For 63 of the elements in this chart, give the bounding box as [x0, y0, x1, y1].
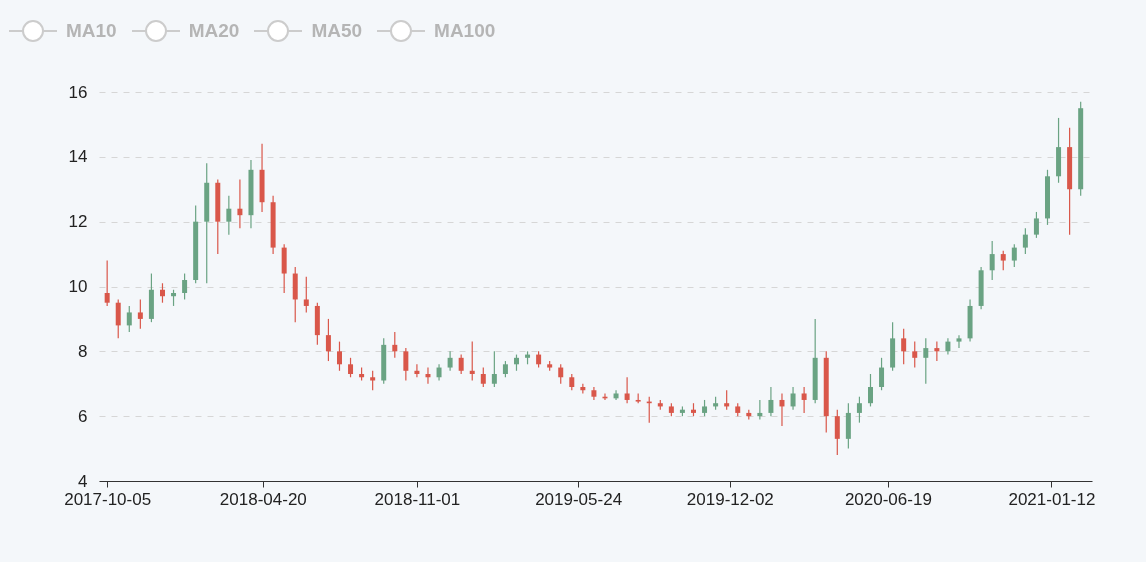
- candlestick: [237, 178, 243, 229]
- candlestick: [348, 357, 354, 378]
- candlestick: [934, 341, 940, 362]
- text: MA50: [311, 20, 363, 42]
- candlestick: [768, 386, 774, 417]
- candlestick: [303, 276, 309, 314]
- candlestick: [956, 334, 962, 349]
- y-tick-label: 8: [78, 341, 88, 361]
- candlestick: [425, 366, 431, 385]
- candlestick: [1000, 250, 1006, 271]
- candlestick: [834, 409, 840, 456]
- y-tick-label: 12: [68, 212, 88, 232]
- candlestick: [447, 350, 453, 372]
- y-tick-label: 6: [78, 406, 88, 426]
- candlestick: [137, 298, 143, 330]
- candlestick: [901, 328, 907, 365]
- candlestick: [325, 318, 331, 362]
- candlestick: [779, 392, 785, 427]
- x-tick-label: 2018-11-01: [374, 489, 461, 509]
- candlestick: [491, 350, 497, 388]
- candlestick: [159, 282, 165, 304]
- x-tick-label: 2019-12-02: [686, 489, 774, 509]
- candlestick: [469, 341, 475, 382]
- candlestick: [182, 272, 188, 301]
- candlestick: [580, 383, 586, 395]
- candlestick: [558, 363, 564, 385]
- candlestick: [1011, 243, 1017, 268]
- x-tick-label: 2021-01-12: [1008, 489, 1096, 509]
- candlestick: [624, 376, 630, 404]
- candlestick: [867, 373, 873, 408]
- candlestick: [392, 331, 398, 359]
- text: MA100: [434, 20, 496, 42]
- x-tick-label: 2019-05-24: [535, 489, 623, 509]
- candlestick: [104, 259, 110, 307]
- candlestick: [126, 305, 132, 333]
- candlestick: [989, 240, 995, 281]
- candlestick: [757, 399, 763, 421]
- candlestick: [801, 386, 807, 414]
- candlestick: [856, 396, 862, 424]
- y-tick-label: 14: [68, 147, 88, 167]
- candlestick: [724, 389, 730, 411]
- candlestick: [403, 347, 409, 382]
- candlestick: [458, 353, 464, 375]
- candlestick: [923, 337, 929, 385]
- candlestick: [115, 298, 121, 339]
- y-tick-label: 4: [78, 471, 88, 491]
- candlestick: [1022, 227, 1028, 255]
- candlestick: [912, 341, 918, 369]
- text: MA20: [188, 20, 240, 42]
- y-tick-label: 16: [68, 82, 88, 102]
- text: MA10: [66, 20, 117, 42]
- x-tick-label: 2017-10-05: [64, 489, 152, 509]
- y-tick-label: 10: [68, 277, 88, 296]
- candlestick: [414, 363, 420, 378]
- x-tick-label: 2018-04-20: [219, 489, 307, 509]
- candlestick: [336, 341, 342, 372]
- candlestick: [480, 366, 486, 388]
- candlestick: [370, 370, 376, 391]
- candlestick: [1033, 211, 1039, 239]
- candlestick: [879, 357, 885, 391]
- candlestick: [226, 195, 232, 236]
- x-tick-label: 2020-06-19: [844, 489, 932, 509]
- candlestick: [790, 386, 796, 411]
